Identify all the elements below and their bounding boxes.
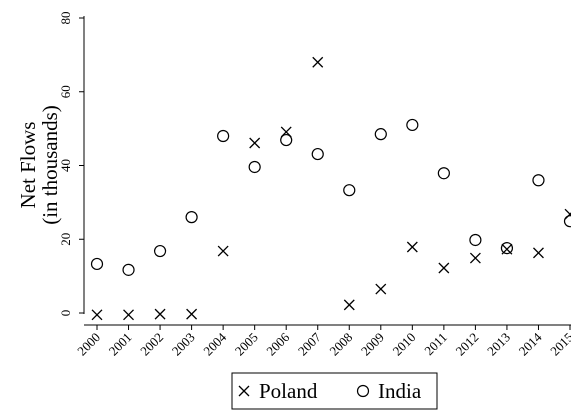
y-tick-label: 20: [58, 233, 73, 246]
marker-x: [533, 247, 544, 259]
marker-x: [312, 56, 324, 68]
y-tick-label: 0: [58, 310, 73, 317]
x-tick-label: 2006: [263, 329, 292, 358]
marker-circle: [280, 133, 293, 147]
marker-circle: [311, 147, 324, 161]
marker-circle: [532, 174, 545, 187]
marker-x: [375, 283, 387, 295]
marker-x: [406, 241, 418, 253]
marker-x: [154, 308, 166, 320]
x-tick-label: 2001: [106, 330, 135, 359]
x-tick-label: 2012: [453, 330, 482, 359]
x-tick-label: 2003: [169, 330, 198, 359]
marker-x: [438, 262, 450, 274]
x-tick-label: 2013: [484, 330, 513, 359]
y-tick-label: 60: [58, 85, 73, 98]
x-tick-label: 2002: [137, 330, 166, 359]
x-tick-label: 2005: [232, 330, 261, 359]
legend-label: India: [378, 379, 422, 403]
x-tick-label: 2009: [358, 330, 387, 359]
marker-circle: [248, 160, 261, 174]
marker-circle: [356, 384, 370, 398]
x-tick-label: 2004: [200, 329, 229, 358]
marker-circle: [500, 242, 514, 255]
x-tick-label: 2015: [547, 330, 571, 359]
marker-x: [186, 308, 198, 320]
marker-circle: [122, 263, 135, 276]
marker-x: [238, 385, 250, 397]
x-tick-label: 2011: [421, 330, 450, 359]
marker-circle: [469, 233, 482, 247]
y-axis-label: (in thousands): [38, 105, 62, 225]
legend-box: [231, 372, 438, 410]
x-tick-label: 2008: [326, 330, 355, 359]
marker-circle: [343, 184, 356, 197]
x-tick-label: 2007: [295, 329, 324, 358]
marker-circle: [374, 128, 387, 141]
marker-circle: [563, 215, 571, 228]
marker-x: [343, 299, 355, 311]
marker-x: [123, 309, 134, 321]
marker-x: [249, 137, 261, 149]
marker-circle: [437, 167, 450, 180]
x-tick-label: 2010: [389, 330, 418, 359]
y-tick-label: 80: [58, 12, 73, 25]
x-tick-label: 2014: [516, 329, 545, 358]
legend-label: Poland: [259, 379, 318, 403]
marker-circle: [90, 257, 104, 271]
marker-x: [217, 245, 229, 257]
marker-x: [91, 309, 103, 321]
x-tick-label: 2000: [74, 330, 103, 359]
y-axis-label: Net Flows: [16, 122, 40, 209]
marker-circle: [185, 211, 198, 224]
y-tick-label: 40: [58, 159, 73, 172]
marker-x: [469, 252, 481, 264]
marker-circle: [406, 118, 419, 132]
marker-circle: [217, 129, 230, 143]
marker-circle: [153, 244, 167, 258]
